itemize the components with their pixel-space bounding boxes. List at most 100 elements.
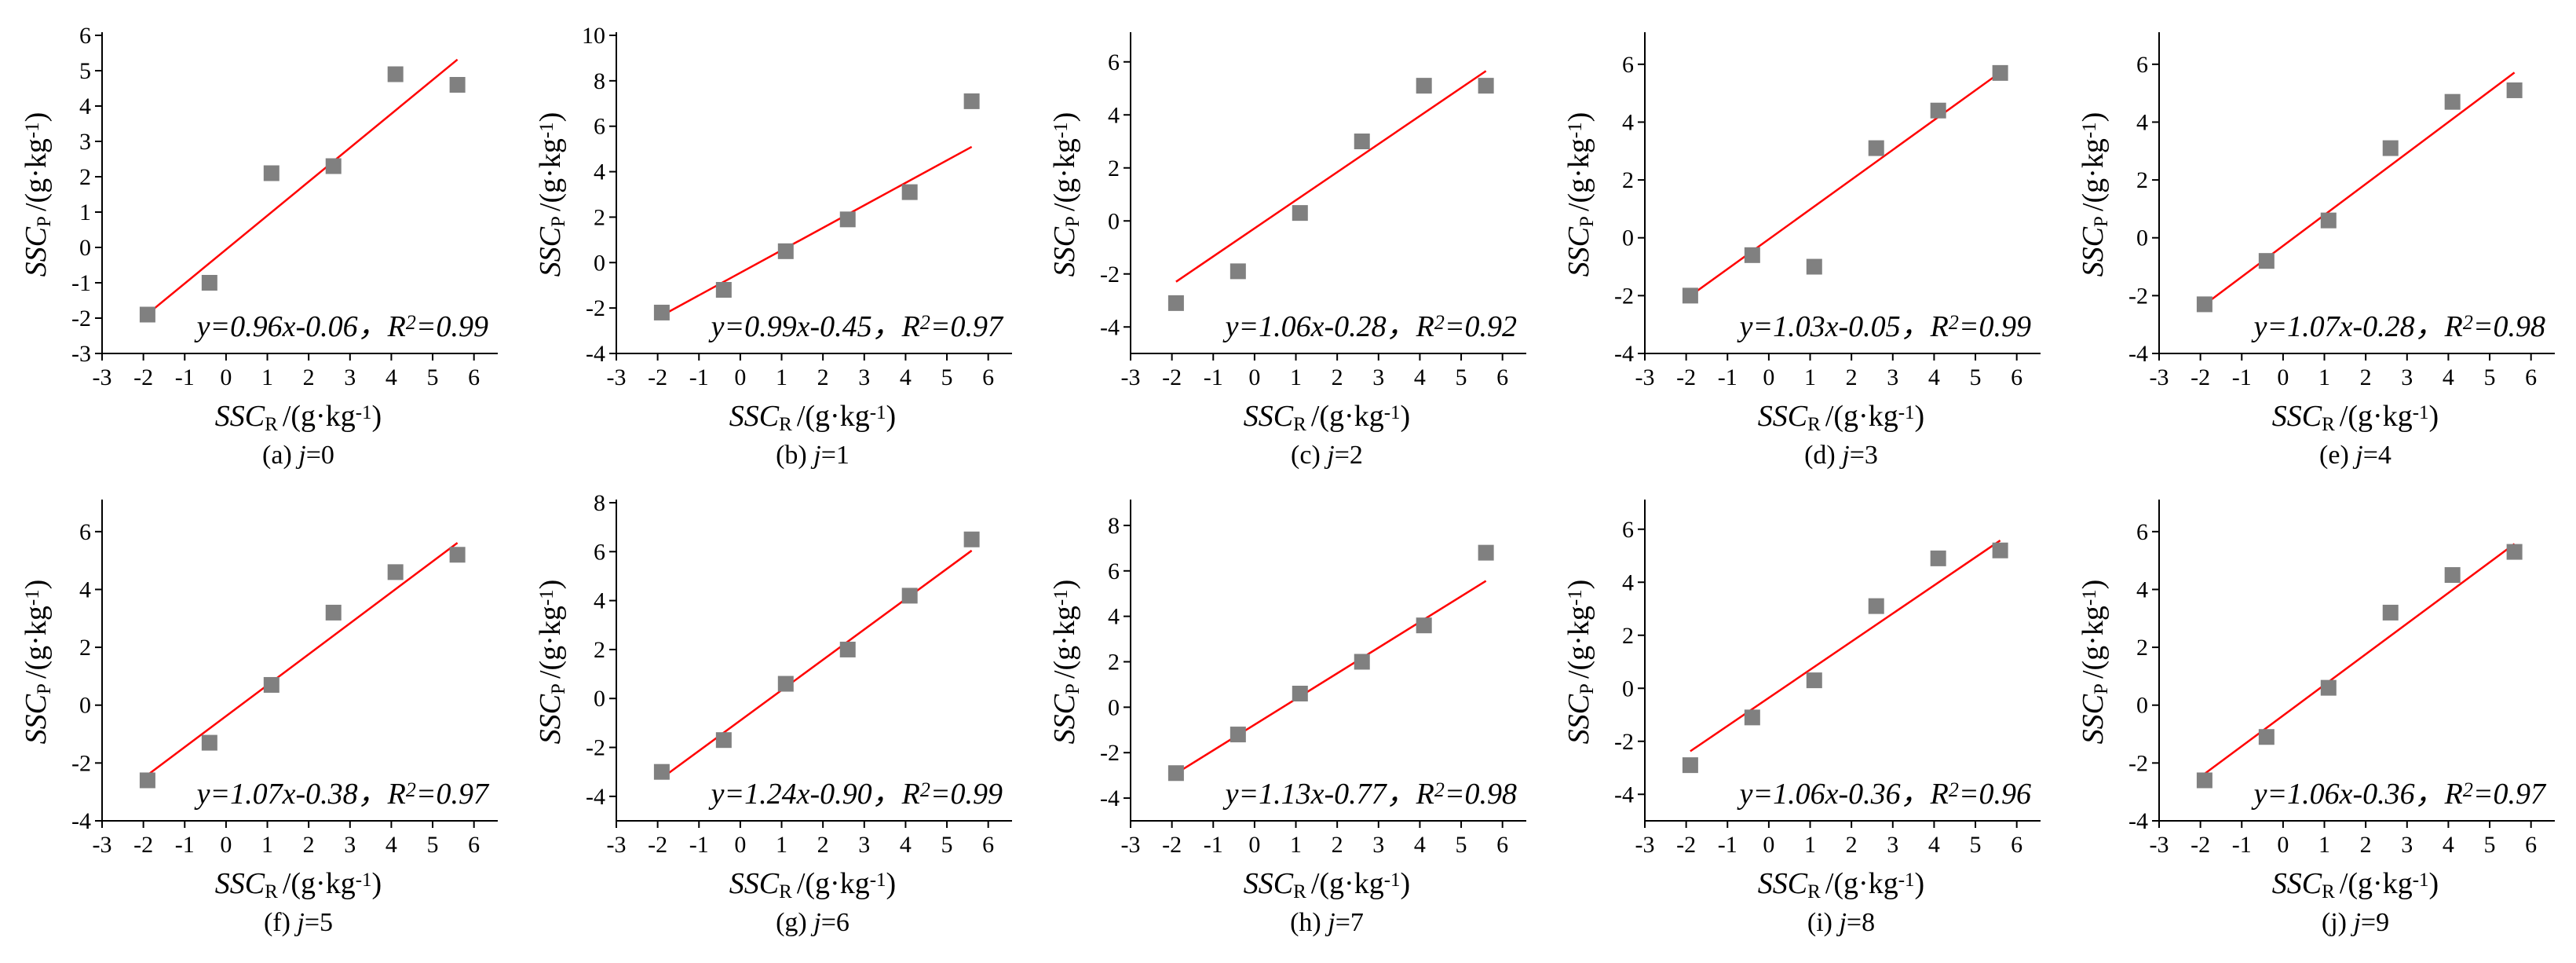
y-tick-label: -4 [1614,782,1634,807]
data-point [387,66,404,82]
x-tick-label: 4 [2443,364,2454,390]
data-point [2444,93,2461,110]
y-tick-label: 2 [79,635,91,661]
data-point [449,547,466,563]
y-tick-label: -2 [1100,262,1120,287]
y-axis-label: SSCP/(g·kg-1) [534,580,569,745]
x-tick-label: -2 [1676,832,1696,858]
x-tick-label: -1 [1204,832,1223,858]
data-point [325,604,342,621]
data-point [1992,64,2008,81]
regression-equation: y=0.99x-0.45，R2=0.97 [708,310,1004,343]
x-tick-label: 6 [2011,364,2022,390]
x-axis-label: SSCR/(g·kg-1) [215,400,382,435]
x-tick-label: -3 [607,364,627,390]
data-point [1354,654,1370,670]
x-tick-label: 2 [1846,364,1858,390]
x-tick-label: 1 [261,832,273,858]
panel-caption: (f) j=5 [264,908,333,937]
y-tick-label: 2 [594,204,605,230]
x-tick-label: -3 [1635,832,1655,858]
y-axis-label: SSCP/(g·kg-1) [1562,112,1598,277]
data-point [1230,263,1246,280]
x-tick-label: 4 [900,364,912,390]
y-axis-label: SSCP/(g·kg-1) [2077,112,2112,277]
data-point [2196,296,2212,313]
x-tick-label: 5 [427,832,439,858]
data-point [1167,765,1184,782]
x-axis-label: SSCR/(g·kg-1) [1244,867,1410,903]
y-tick-label: 2 [2136,167,2148,193]
regression-equation: y=1.07x-0.38，R2=0.97 [194,778,490,811]
panel-caption: (e) j=4 [2319,441,2391,470]
x-tick-label: -3 [607,832,627,858]
x-tick-label: -3 [1121,832,1141,858]
x-tick-label: 0 [220,364,232,390]
equation-separator: ， [2415,778,2445,811]
data-point [1292,205,1308,222]
x-tick-label: 1 [2318,832,2330,858]
regression-equation: y=1.03x-0.05，R2=0.99 [1737,310,2031,343]
x-tick-label: 1 [776,364,787,390]
data-point [201,275,217,291]
data-point [963,531,980,547]
data-point [715,732,732,749]
x-tick-label: 5 [941,832,953,858]
y-tick-label: -2 [1100,740,1120,766]
y-tick-label: 4 [79,577,91,602]
x-tick-label: 2 [1332,832,1343,858]
y-tick-label: 4 [594,588,605,614]
y-tick-label: 0 [2136,225,2148,251]
regression-line [2204,543,2516,775]
data-point [653,763,670,780]
y-tick-label: 4 [2136,577,2148,602]
x-tick-label: -1 [175,364,195,390]
regression-line [147,58,459,315]
regression-equation: y=0.96x-0.06，R2=0.99 [194,310,488,343]
y-tick-label: 2 [1622,623,1634,649]
data-point [325,158,342,174]
data-point [777,243,794,259]
y-tick-label: 8 [594,68,605,94]
regression-line [147,542,459,776]
regression-equation: y=1.06x-0.36，R2=0.97 [2251,778,2547,811]
data-point [1167,295,1184,311]
regression-equation: y=1.06x-0.28，R2=0.92 [1222,310,1517,343]
data-point [201,734,217,751]
x-tick-label: -3 [93,364,112,390]
scatter-panel: -3 -2 -1 0 1 2 3 4 5 6 -4 -2 0 2 4 6 y=1.06x-0.28，R2=0.9… [1048,32,1526,470]
x-tick-label: 3 [1372,364,1384,390]
y-tick-label: -4 [586,784,605,810]
scatter-panel: -3 -2 -1 0 1 2 3 4 5 6 -4 -2 0 2 4 6 y=1.06x-0.36，R2=0.9… [2077,500,2555,937]
scatter-panel: -3 -2 -1 0 1 2 3 4 5 6 -4 -2 0 2 4 6 y=1.07x-0.28，R2=0.9… [2077,32,2555,470]
y-axis-label: SSCP/(g·kg-1) [20,580,55,745]
x-axis-label: SSCR/(g·kg-1) [729,867,896,903]
data-point [1806,672,1822,689]
x-tick-label: -3 [1635,364,1655,390]
data-point [2258,729,2275,745]
y-tick-label: 0 [1622,676,1634,701]
x-tick-label: -1 [1204,364,1223,390]
data-point [901,184,918,200]
scatter-panel: -3 -2 -1 0 1 2 3 4 5 6 -4 -2 0 2 4 6 8 y=1.13x-0.77，R2=0.… [1048,500,1526,937]
data-point [139,306,155,323]
regression-line [661,145,973,317]
panel-caption: (h) j=7 [1290,908,1364,937]
y-tick-label: 0 [1108,694,1120,720]
x-tick-label: 0 [1763,832,1774,858]
y-tick-label: 4 [1108,102,1120,128]
y-tick-label: 10 [582,23,605,49]
x-tick-label: -2 [1162,364,1182,390]
data-point [1230,727,1246,743]
y-tick-label: 4 [594,159,605,185]
y-tick-label: 0 [79,693,91,719]
regression-line [1690,71,2001,297]
data-point [1992,542,2008,558]
x-tick-label: 5 [1970,832,1982,858]
y-tick-label: -4 [1100,314,1120,340]
x-tick-label: -2 [1676,364,1696,390]
regression-line [2204,71,2516,306]
y-tick-label: -4 [2128,341,2148,367]
data-point [1292,686,1308,701]
x-tick-label: 0 [1763,364,1774,390]
